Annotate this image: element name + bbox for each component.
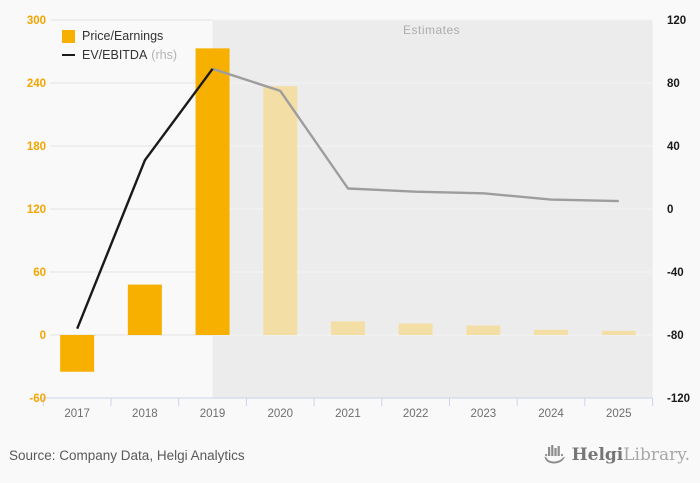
bar-2017 <box>60 335 95 372</box>
x-axis-label: 2024 <box>538 408 564 420</box>
left-axis-tick-label: -60 <box>29 393 46 405</box>
left-axis-tick-label: 240 <box>27 78 46 90</box>
right-axis-tick-label: -40 <box>667 267 684 279</box>
bar-2020 <box>263 86 298 336</box>
helgi-library-logo: HelgiLibrary. <box>543 444 690 466</box>
right-axis-tick-label: 0 <box>667 204 673 216</box>
ev-ebitda-line-actual <box>76 68 214 330</box>
right-axis-tick-label: 120 <box>667 15 686 27</box>
bar-2021 <box>330 321 365 335</box>
x-axis-label: 2019 <box>200 408 226 420</box>
x-axis-label: 2017 <box>64 408 90 420</box>
left-axis-tick-label: 60 <box>33 267 46 279</box>
left-axis-tick-label: 0 <box>40 330 46 342</box>
left-axis-tick-label: 120 <box>27 204 46 216</box>
source-text: Source: Company Data, Helgi Analytics <box>9 447 245 463</box>
bar-swatch-icon <box>62 29 75 43</box>
legend-label-ev-ebitda: EV/EBITDA (rhs) <box>82 48 177 62</box>
bar-2022 <box>398 323 433 335</box>
legend: Price/Earnings EV/EBITDA (rhs) <box>62 29 177 62</box>
legend-item-price-earnings: Price/Earnings <box>62 29 177 43</box>
x-axis-label: 2018 <box>132 408 158 420</box>
pe-ev-ebitda-chart: 300 240 180 120 60 0 -60 120 80 40 0 -40 -80 -120 2017… <box>27 15 690 420</box>
right-axis-tick-label: 80 <box>667 78 680 90</box>
x-axis-label: 2020 <box>267 408 293 420</box>
x-axis-label: 2022 <box>403 408 429 420</box>
bar-2019 <box>195 48 230 335</box>
legend-item-ev-ebitda: EV/EBITDA (rhs) <box>62 48 177 62</box>
x-axis-label: 2023 <box>471 408 497 420</box>
rhs-note: (rhs) <box>151 48 177 62</box>
x-axis-label: 2021 <box>335 408 361 420</box>
x-axis-label: 2025 <box>606 408 632 420</box>
estimates-annotation: Estimates <box>403 23 461 37</box>
right-axis-tick-label: -120 <box>667 393 690 405</box>
right-axis-tick-label: -80 <box>667 330 684 342</box>
bar-2024 <box>534 329 569 335</box>
ev-ebitda-line-estimate <box>212 67 619 203</box>
line-swatch-icon <box>62 53 75 57</box>
bar-2025 <box>601 330 636 335</box>
bar-2018 <box>127 284 162 335</box>
viking-ship-icon <box>544 445 565 464</box>
bar-2023 <box>466 325 501 335</box>
legend-label-price-earnings: Price/Earnings <box>82 29 164 43</box>
right-axis-tick-label: 40 <box>667 141 680 153</box>
logo-text: HelgiLibrary. <box>571 445 690 465</box>
left-axis-tick-label: 180 <box>27 141 46 153</box>
chart-canvas: 300 240 180 120 60 0 -60 120 80 40 0 -40 -80 -120 2017… <box>27 15 690 420</box>
left-axis-tick-label: 300 <box>27 15 46 27</box>
footer: Source: Company Data, Helgi Analytics He… <box>0 435 700 483</box>
